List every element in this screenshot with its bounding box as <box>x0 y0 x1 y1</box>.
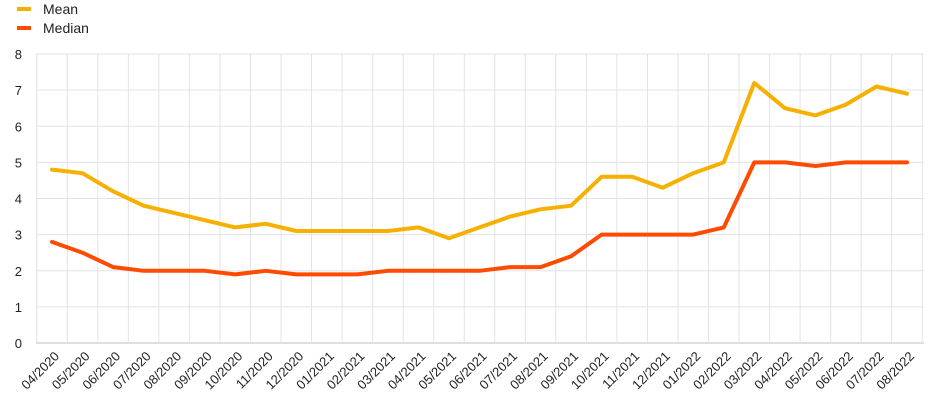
y-tick-label: 7 <box>15 83 22 98</box>
y-axis: 0 1 2 3 4 5 6 7 8 <box>15 47 22 351</box>
series-lines <box>50 80 909 277</box>
y-tick-label: 8 <box>15 47 22 62</box>
y-tick-label: 5 <box>15 155 22 170</box>
series-line-mean <box>50 80 909 241</box>
x-axis: 04/202005/202006/202007/202008/202009/20… <box>18 349 917 393</box>
y-tick-label: 6 <box>15 119 22 134</box>
series-line-median <box>50 160 909 277</box>
legend-label: Mean <box>43 1 78 17</box>
y-tick-label: 2 <box>15 264 22 279</box>
grid <box>36 53 924 344</box>
legend-label: Median <box>43 20 89 36</box>
y-tick-label: 1 <box>15 300 22 315</box>
y-tick-label: 3 <box>15 228 22 243</box>
y-tick-label: 0 <box>15 336 22 351</box>
legend: Mean Median <box>17 1 89 36</box>
y-tick-label: 4 <box>15 192 22 207</box>
